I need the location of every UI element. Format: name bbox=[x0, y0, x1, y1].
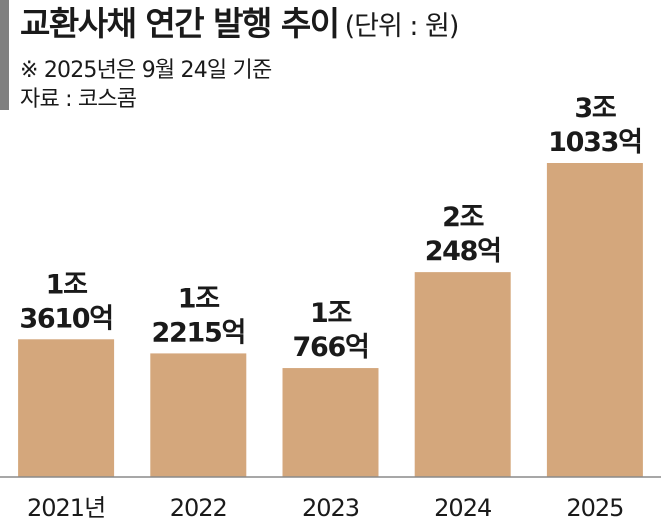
title-accent-bar bbox=[0, 0, 9, 110]
value-label-2021년-line2: 3610억 bbox=[19, 303, 113, 334]
x-tick-label-2024: 2024 bbox=[434, 494, 491, 522]
bar-2025 bbox=[546, 163, 643, 477]
x-tick-label-2022: 2022 bbox=[170, 494, 227, 522]
x-tick-label-2021년: 2021년 bbox=[27, 494, 105, 522]
value-label-2025-line2: 1033억 bbox=[548, 127, 642, 158]
chart-title: 교환사채 연간 발행 추이 bbox=[20, 4, 340, 43]
value-label-2024-line2: 248억 bbox=[425, 236, 501, 267]
unit-label: (단위 : 원) bbox=[344, 11, 460, 42]
value-label-2022-line2: 2215억 bbox=[152, 317, 246, 348]
value-label-2024-line1: 2조 bbox=[442, 202, 483, 233]
chart-header: 교환사채 연간 발행 추이 (단위 : 원) ※ 2025년은 9월 24일 기준… bbox=[20, 2, 460, 114]
bar-2023 bbox=[282, 368, 379, 477]
value-label-2025-line1: 3조 bbox=[574, 93, 615, 124]
x-tick-label-2023: 2023 bbox=[302, 494, 359, 522]
x-tick-label-2025: 2025 bbox=[566, 494, 623, 522]
value-label-2023-line2: 766억 bbox=[293, 332, 369, 363]
source-label: 자료 : 코스콤 bbox=[20, 87, 137, 112]
date-note: ※ 2025년은 9월 24일 기준 bbox=[20, 58, 272, 83]
value-label-2023-line1: 1조 bbox=[310, 298, 351, 329]
value-label-2021년-line1: 1조 bbox=[46, 269, 87, 300]
x-tick-labels-group: 2021년 2022 2023 2024 2025 bbox=[27, 494, 624, 522]
bar-2021년 bbox=[18, 339, 115, 477]
bar-2024 bbox=[414, 272, 511, 477]
bar-2022 bbox=[150, 353, 247, 477]
value-label-2022-line1: 1조 bbox=[178, 283, 219, 314]
bars-group bbox=[18, 163, 643, 477]
title-line: 교환사채 연간 발행 추이 (단위 : 원) bbox=[20, 2, 460, 52]
